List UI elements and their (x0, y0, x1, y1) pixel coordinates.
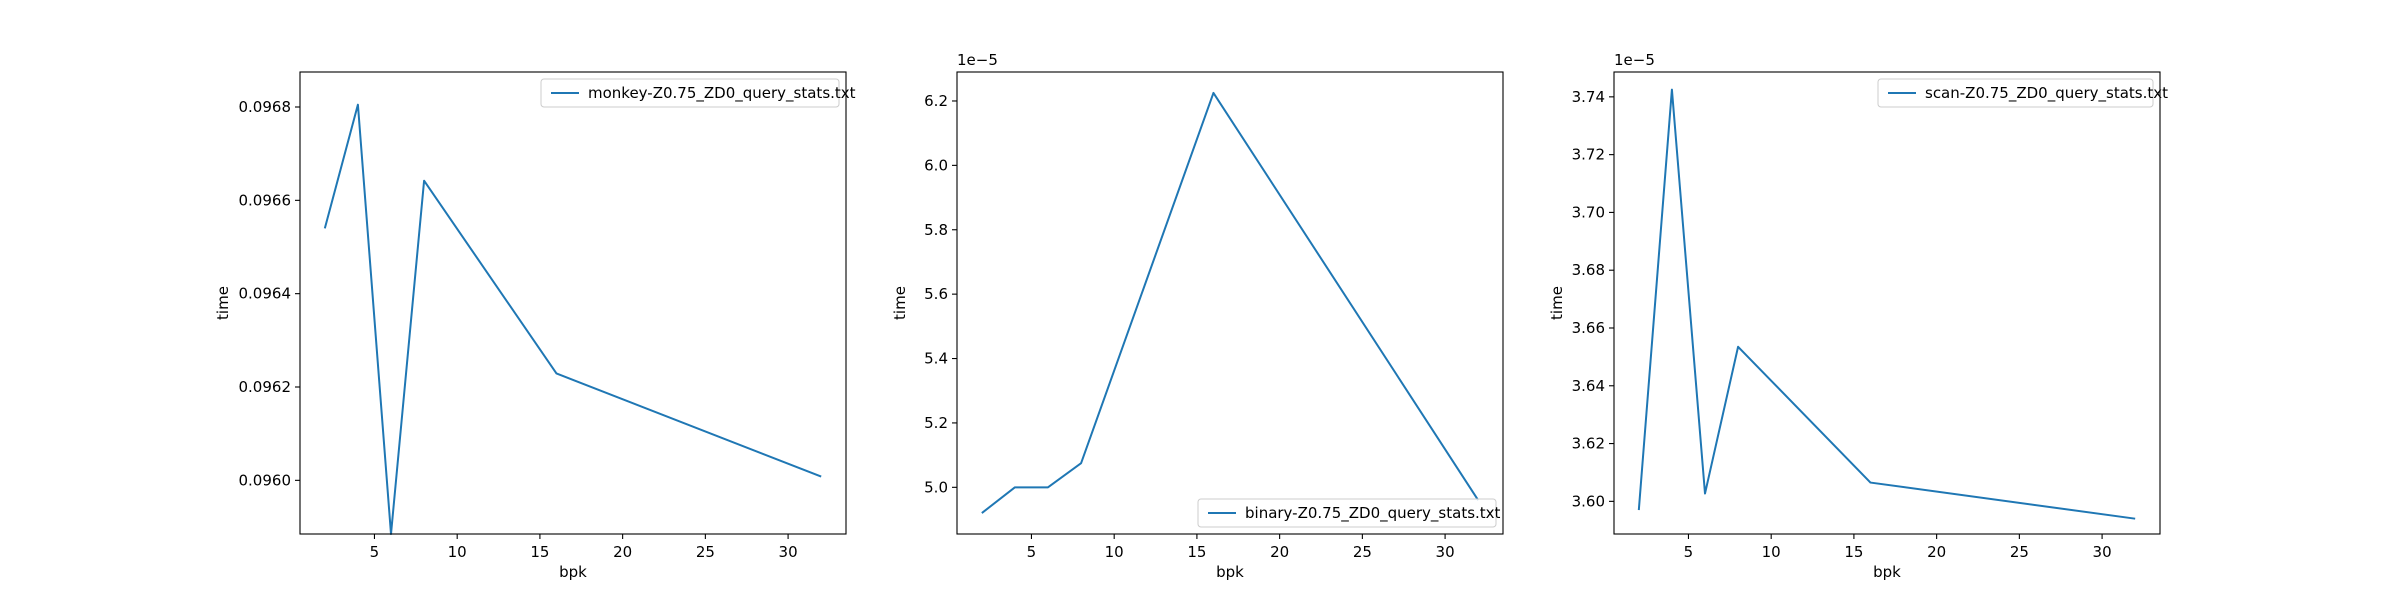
x-tick-label: 15 (1844, 543, 1863, 561)
y-tick-label: 0.0968 (239, 98, 292, 116)
x-tick-label: 10 (448, 543, 467, 561)
x-tick-label: 30 (779, 543, 798, 561)
chart-1: 5 10 15 20 25 30 0.0960 0.0962 0.0964 0.0966 0.096… (214, 71, 856, 581)
y-tick-label: 5.2 (924, 414, 948, 432)
x-tick-label: 20 (613, 543, 632, 561)
y-tick-label: 3.62 (1572, 435, 1605, 453)
y-tick-label: 5.6 (924, 285, 948, 303)
x-tick-label: 5 (1684, 543, 1694, 561)
y-tick-label: 0.0964 (239, 285, 292, 303)
x-axis-label: bpk (1216, 563, 1244, 581)
x-tick-label: 15 (1187, 543, 1206, 561)
y-tick-label: 3.72 (1572, 146, 1605, 164)
legend-entry: scan-Z0.75_ZD0_query_stats.txt (1925, 84, 2168, 103)
x-tick-label: 10 (1762, 543, 1781, 561)
x-axis-label: bpk (1873, 563, 1901, 581)
series-line (323, 103, 822, 535)
x-tick-label: 10 (1105, 543, 1124, 561)
y-tick-label: 6.0 (924, 156, 948, 174)
y-tick-label: 3.60 (1572, 492, 1605, 510)
x-tick-label: 5 (370, 543, 380, 561)
y-tick-label: 0.0962 (239, 378, 292, 396)
legend: monkey-Z0.75_ZD0_query_stats.txt (540, 78, 856, 108)
y-offset-label: 1e−5 (1614, 51, 1655, 69)
y-tick-label: 3.64 (1572, 377, 1605, 395)
y-axis-label: time (214, 286, 232, 320)
y-axis-label: time (891, 286, 909, 320)
axes-frame (956, 71, 1504, 535)
y-tick-label: 3.74 (1572, 88, 1605, 106)
x-tick-label: 30 (2093, 543, 2112, 561)
x-tick-label: 15 (530, 543, 549, 561)
x-tick-label: 20 (1270, 543, 1289, 561)
series-line (1637, 88, 2136, 520)
y-tick-label: 0.0966 (239, 191, 292, 209)
series-line (981, 91, 1480, 514)
legend-box (1197, 498, 1497, 528)
legend-entry: binary-Z0.75_ZD0_query_stats.txt (1245, 504, 1501, 523)
legend-box (540, 78, 840, 108)
y-offset-label: 1e−5 (957, 51, 998, 69)
y-tick-label: 5.4 (924, 350, 948, 368)
y-tick-label: 6.2 (924, 92, 948, 110)
x-tick-label: 30 (1436, 543, 1455, 561)
y-axis-label: time (1548, 286, 1566, 320)
x-axis-label: bpk (559, 563, 587, 581)
x-tick-label: 20 (1927, 543, 1946, 561)
legend: binary-Z0.75_ZD0_query_stats.txt (1197, 498, 1501, 528)
x-tick-label: 25 (696, 543, 715, 561)
axes-frame (299, 71, 847, 535)
axes-frame (1613, 71, 2161, 535)
legend: scan-Z0.75_ZD0_query_stats.txt (1877, 78, 2168, 108)
y-tick-label: 3.68 (1572, 261, 1605, 279)
y-tick-label: 0.0960 (239, 471, 292, 489)
x-tick-label: 5 (1027, 543, 1037, 561)
x-tick-label: 25 (2010, 543, 2029, 561)
y-tick-label: 5.0 (924, 478, 948, 496)
chart-2: 5 10 15 20 25 30 5.0 5.2 5.4 5.6 5.8 6.0 6.2 1e−5 bpk t… (891, 51, 1504, 581)
y-tick-label: 5.8 (924, 221, 948, 239)
legend-entry: monkey-Z0.75_ZD0_query_stats.txt (588, 84, 856, 103)
y-tick-label: 3.66 (1572, 319, 1605, 337)
chart-3: 5 10 15 20 25 30 3.60 3.62 3.64 3.66 3.68 3.70 3.72 3… (1548, 51, 2168, 581)
y-tick-label: 3.70 (1572, 203, 1605, 221)
legend-box (1877, 78, 2154, 108)
x-tick-label: 25 (1353, 543, 1372, 561)
